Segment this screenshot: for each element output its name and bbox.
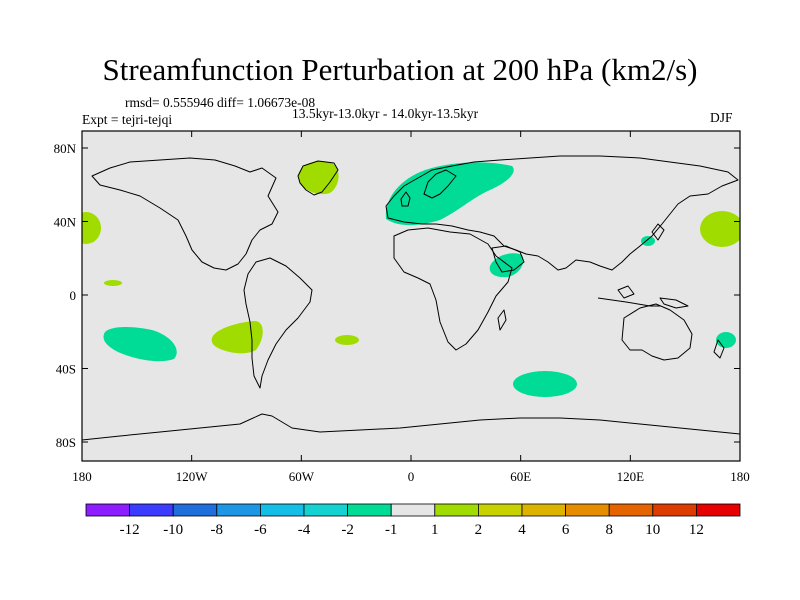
lat-label: 80N	[54, 141, 77, 156]
colorbar-swatch	[477, 503, 523, 517]
rmsd-diff-stats: rmsd= 0.555946 diff= 1.06673e-08	[125, 95, 316, 110]
coast-eurasia	[385, 155, 739, 271]
coast-japan	[651, 223, 665, 241]
lat-label: 40N	[54, 215, 77, 230]
colorbar-label: -10	[163, 522, 183, 538]
anomaly-new-zealand	[716, 332, 736, 348]
lon-label: 60W	[289, 469, 315, 484]
colorbar-swatch	[434, 503, 479, 517]
anomaly-south-pacific	[103, 326, 177, 362]
anomaly-south-atlantic	[335, 335, 359, 345]
colorbar-label: 10	[645, 522, 660, 538]
colorbar-label: -2	[341, 522, 354, 538]
colorbar-swatch	[347, 503, 392, 517]
season-label: DJF	[710, 110, 733, 125]
colorbar-swatch	[565, 503, 610, 517]
colorbar-swatch	[259, 503, 305, 517]
lat-labels: 80N 40N 0 40S 80S	[54, 141, 77, 450]
anomaly-tropical-pacific	[104, 280, 122, 286]
colorbar-swatch	[303, 503, 348, 517]
coast-borneo	[617, 285, 635, 299]
colorbar-label: 12	[689, 522, 704, 538]
colorbar-swatch	[652, 503, 697, 517]
colorbar-label: -8	[211, 522, 224, 538]
colorbar-swatch	[390, 503, 436, 517]
lon-label: 120E	[617, 469, 645, 484]
colorbar-label: -1	[385, 522, 398, 538]
coast-north-america	[91, 157, 279, 271]
anomaly-ne-pacific	[700, 211, 740, 247]
coast-greenland	[297, 160, 339, 196]
plot-title: Streamfunction Perturbation at 200 hPa (…	[102, 52, 698, 87]
anomaly-arabia	[489, 253, 524, 278]
anomaly-south-america	[211, 321, 263, 354]
lon-label: 0	[408, 469, 415, 484]
coast-indonesia	[597, 297, 660, 307]
lat-label: 80S	[56, 435, 76, 450]
lon-label: 180	[72, 469, 92, 484]
anomaly-southern-indian	[513, 371, 577, 397]
coastlines	[82, 155, 740, 441]
experiment-label: Expt = tejri-tejqi	[82, 112, 173, 127]
colorbar-label: -4	[298, 522, 311, 538]
lon-label: 120W	[176, 469, 209, 484]
colorbar-label: 1	[431, 522, 439, 538]
colorbar-label: 4	[518, 522, 526, 538]
colorbar-swatch	[608, 503, 654, 517]
colorbar-label: 8	[605, 522, 613, 538]
lon-label: 180	[730, 469, 750, 484]
coast-africa	[393, 227, 513, 351]
coast-scandinavia	[423, 169, 457, 199]
lat-label: 0	[70, 288, 77, 303]
colorbar-label: 6	[562, 522, 570, 538]
colorbar-label: -6	[254, 522, 267, 538]
coast-new-zealand	[713, 339, 725, 359]
lat-label: 40S	[56, 362, 76, 377]
coast-antarctica	[82, 413, 740, 441]
lon-labels: 180 120W 60W 0 60E 120E 180	[72, 469, 750, 484]
colorbar	[85, 503, 741, 517]
period-label: 13.5kyr-13.0kyr - 14.0kyr-13.5kyr	[292, 106, 479, 121]
coast-arabia	[491, 245, 525, 273]
coast-new-guinea	[659, 297, 689, 309]
colorbar-swatch	[521, 503, 566, 517]
anomaly-east-asia	[641, 236, 655, 246]
colorbar-swatch	[696, 503, 741, 517]
colorbar-swatch	[216, 503, 261, 517]
colorbar-swatch	[129, 503, 174, 517]
coast-australia	[621, 303, 693, 361]
axis-ticks	[81, 131, 741, 461]
anomaly-nw-pacific	[82, 212, 101, 244]
colorbar-swatch	[172, 503, 218, 517]
coast-south-america	[243, 257, 313, 389]
coast-british-isles	[400, 191, 411, 207]
colorbar-label: -12	[120, 522, 140, 538]
colorbar-label: 2	[475, 522, 483, 538]
anomaly-greenland	[298, 161, 339, 195]
colorbar-labels: -12 -10 -8 -6 -4 -2 -1 1 2 4 6 8 10 12	[120, 522, 704, 538]
coast-madagascar	[497, 309, 507, 331]
colorbar-swatch	[85, 503, 130, 517]
lon-label: 60E	[510, 469, 531, 484]
